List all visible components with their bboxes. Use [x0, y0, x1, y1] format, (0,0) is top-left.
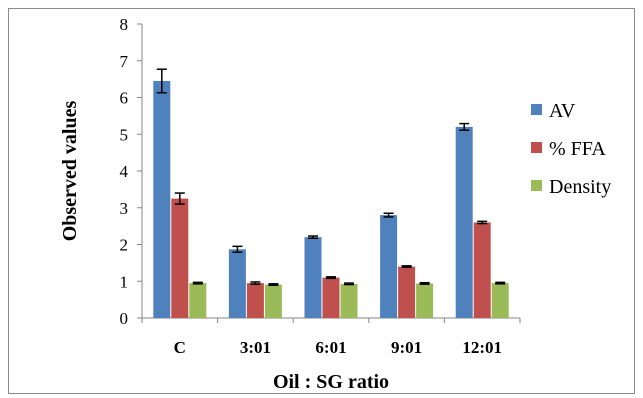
x-category-label: 6:01: [315, 338, 346, 357]
y-tick-label: 3: [120, 199, 129, 218]
bar: [189, 283, 207, 318]
y-tick-label: 8: [120, 15, 129, 34]
y-axis-title: Observed values: [59, 101, 81, 242]
y-tick-label: 4: [120, 162, 129, 181]
chart-frame: [8, 8, 635, 394]
x-category-label: 9:01: [391, 338, 422, 357]
bar: [153, 80, 171, 319]
x-axis-title: Oil : SG ratio: [273, 371, 389, 393]
bar: [246, 283, 264, 318]
bar: [304, 237, 322, 318]
legend-label: Density: [549, 176, 611, 198]
y-tick-label: 0: [120, 309, 129, 328]
bar: [398, 266, 416, 318]
legend-swatch: [531, 142, 542, 153]
bar: [380, 215, 398, 318]
bar: [473, 222, 491, 318]
bar: [264, 284, 282, 318]
x-category-label: 12:01: [462, 338, 502, 357]
bar: [322, 277, 340, 318]
bar: [228, 249, 246, 318]
legend-label: AV: [549, 100, 576, 122]
bar: [416, 283, 434, 318]
x-category-label: 3:01: [240, 338, 271, 357]
bar: [491, 283, 509, 318]
bar: [171, 198, 189, 318]
bar: [455, 126, 473, 319]
legend-label: % FFA: [549, 138, 606, 160]
bar: [340, 283, 358, 318]
y-tick-label: 6: [120, 89, 129, 108]
legend-swatch: [531, 180, 542, 191]
y-tick-label: 1: [120, 272, 129, 291]
legend-swatch: [531, 104, 542, 115]
y-tick-label: 7: [120, 52, 129, 71]
x-category-label: C: [174, 338, 186, 357]
y-tick-label: 5: [120, 125, 129, 144]
y-tick-label: 2: [120, 236, 129, 255]
